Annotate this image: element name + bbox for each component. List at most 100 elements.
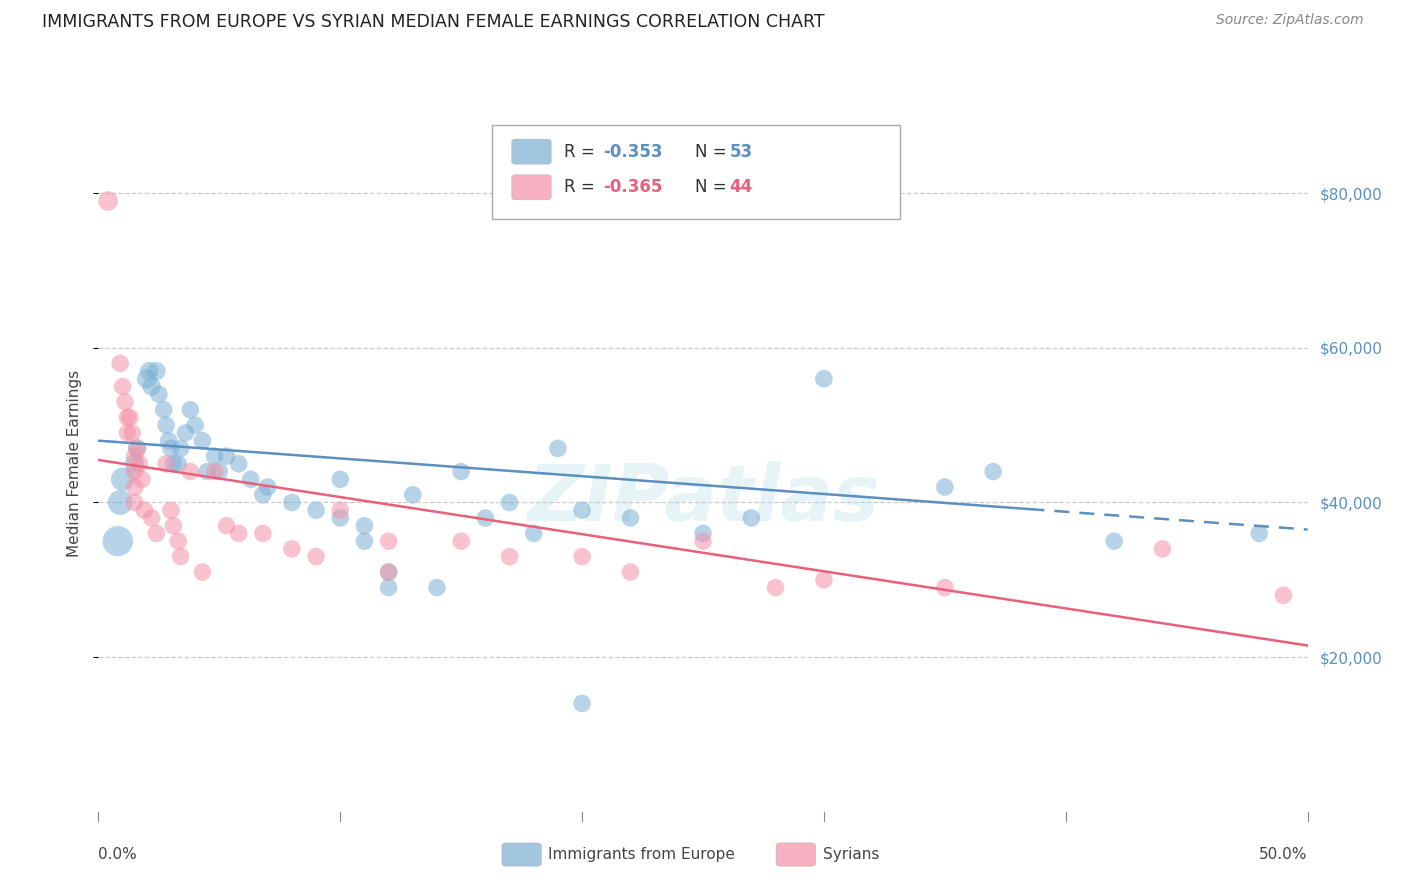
Point (138, 364, 160, 378)
Point (204, 449, 226, 463)
Point (179, 402, 201, 417)
Point (329, 503, 352, 517)
Point (498, 495, 520, 509)
Point (117, 410, 139, 425)
Text: IMMIGRANTS FROM EUROPE VS SYRIAN MEDIAN FEMALE EARNINGS CORRELATION CHART: IMMIGRANTS FROM EUROPE VS SYRIAN MEDIAN … (42, 13, 825, 31)
Text: Syrians: Syrians (823, 847, 879, 862)
Point (215, 449, 238, 463)
Point (571, 549, 593, 564)
Point (157, 434, 180, 448)
Text: R =: R = (564, 178, 600, 196)
Text: N =: N = (695, 178, 731, 196)
Point (571, 697, 593, 711)
Point (377, 534, 399, 549)
Point (124, 457, 146, 471)
Point (353, 534, 375, 549)
Point (191, 565, 214, 579)
Point (619, 511, 641, 525)
Point (619, 565, 641, 579)
Point (124, 449, 146, 463)
Point (281, 541, 304, 556)
Point (114, 395, 136, 409)
Point (426, 581, 449, 595)
Point (692, 534, 714, 549)
Point (160, 442, 183, 456)
Point (228, 526, 250, 541)
Point (184, 418, 207, 433)
Point (377, 565, 399, 579)
Text: ZIPatlas: ZIPatlas (527, 460, 879, 537)
Point (692, 526, 714, 541)
Point (1152, 541, 1174, 556)
Point (111, 379, 134, 393)
Text: 0.0%: 0.0% (98, 847, 138, 862)
Point (145, 526, 167, 541)
Point (252, 526, 274, 541)
Text: -0.353: -0.353 (603, 143, 662, 161)
Point (523, 526, 546, 541)
Point (813, 573, 835, 587)
Point (1249, 526, 1271, 541)
Point (111, 472, 134, 486)
Point (174, 425, 197, 440)
Point (228, 457, 250, 471)
Point (474, 511, 496, 525)
Point (131, 472, 153, 486)
Point (329, 511, 352, 525)
Point (252, 488, 274, 502)
Point (179, 465, 201, 479)
Point (108, 495, 131, 509)
Point (127, 442, 149, 456)
Point (134, 503, 156, 517)
Point (981, 465, 1004, 479)
Point (162, 518, 184, 533)
Point (547, 442, 569, 456)
Point (239, 472, 262, 486)
Point (141, 379, 163, 393)
Point (934, 581, 956, 595)
Y-axis label: Median Female Earnings: Median Female Earnings (67, 370, 83, 558)
Point (127, 442, 149, 456)
Point (145, 364, 167, 378)
Point (167, 457, 190, 471)
Point (160, 503, 183, 517)
Point (118, 410, 141, 425)
Point (204, 465, 226, 479)
Point (128, 457, 150, 471)
Point (377, 581, 399, 595)
Point (813, 372, 835, 386)
Point (329, 472, 352, 486)
Text: Source: ZipAtlas.com: Source: ZipAtlas.com (1216, 13, 1364, 28)
Text: -0.365: -0.365 (603, 178, 662, 196)
Point (108, 356, 131, 370)
Text: 44: 44 (730, 178, 754, 196)
Point (353, 518, 375, 533)
Point (135, 372, 157, 386)
Point (155, 457, 177, 471)
Point (305, 503, 328, 517)
Point (377, 565, 399, 579)
Point (740, 511, 762, 525)
Text: N =: N = (695, 143, 731, 161)
Point (124, 495, 146, 509)
Point (97, 194, 120, 208)
Point (1102, 534, 1125, 549)
Point (1272, 588, 1295, 602)
Point (195, 465, 218, 479)
Point (155, 418, 177, 433)
Point (124, 480, 146, 494)
Point (305, 549, 328, 564)
Point (571, 503, 593, 517)
Point (162, 457, 184, 471)
Point (934, 480, 956, 494)
Point (141, 511, 163, 525)
Text: Immigrants from Europe: Immigrants from Europe (548, 847, 735, 862)
Point (107, 534, 129, 549)
Text: 50.0%: 50.0% (1260, 847, 1308, 862)
Point (281, 495, 304, 509)
Point (215, 518, 238, 533)
Point (498, 549, 520, 564)
Point (256, 480, 278, 494)
Point (402, 488, 425, 502)
Point (169, 549, 191, 564)
